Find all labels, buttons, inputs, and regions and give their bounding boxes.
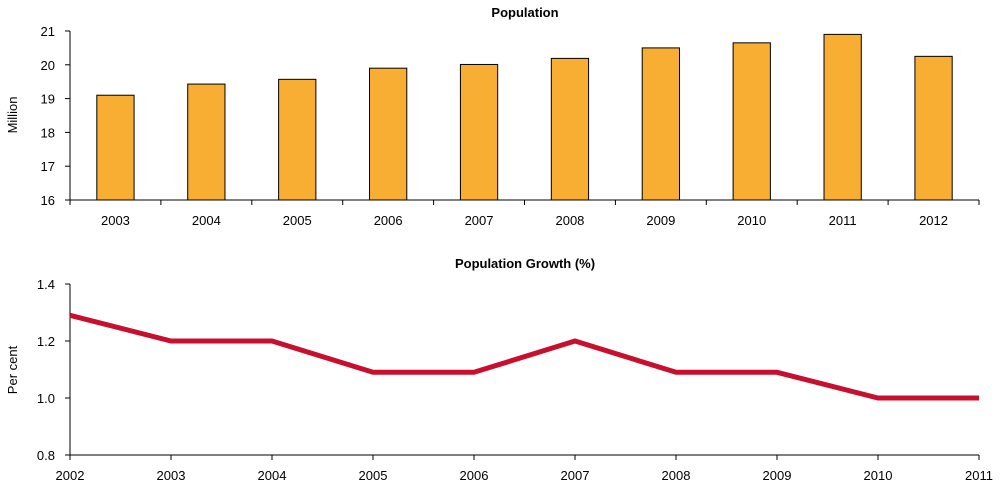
bar [279,79,316,200]
y-axis-title: Million [5,97,20,134]
y-axis-ticks: 16 17 18 19 20 21 [41,24,70,208]
population-growth-line [70,315,979,398]
x-tick-label: 2008 [662,468,691,483]
bar [551,58,588,200]
bar [188,84,225,200]
population-growth-line-chart: Population Growth (%) Per cent 0.8 1.0 1.2… [5,256,993,483]
y-tick-label: 16 [41,193,55,208]
x-tick-label: 2007 [561,468,590,483]
y-tick-label: 1.2 [37,334,55,349]
y-tick-label: 20 [41,58,55,73]
y-axis-ticks: 0.8 1.0 1.2 1.4 [37,277,70,463]
y-tick-label: 1.0 [37,391,55,406]
y-tick-label: 1.4 [37,277,55,292]
bar [97,95,134,200]
y-axis-title: Per cent [5,345,20,394]
y-tick-label: 18 [41,125,55,140]
x-tick-label: 2002 [56,468,85,483]
y-tick-label: 21 [41,24,55,39]
x-tick-label: 2004 [192,213,221,228]
bar [733,43,770,200]
x-tick-label: 2007 [465,213,494,228]
x-tick-label: 2009 [763,468,792,483]
bar [370,68,407,200]
chart-title: Population Growth (%) [455,256,595,271]
x-tick-label: 2005 [283,213,312,228]
x-tick-label: 2008 [555,213,584,228]
y-tick-label: 19 [41,92,55,107]
x-axis-ticks: 2003 2004 2005 2006 2007 2008 2009 2010 2011 2012 [70,200,979,228]
x-tick-label: 2010 [864,468,893,483]
bar [460,64,497,200]
x-tick-label: 2011 [829,213,857,228]
x-tick-label: 2006 [374,213,403,228]
bar [642,48,679,200]
x-tick-label: 2003 [101,213,130,228]
x-axis-ticks: 2002 2003 2004 2005 2006 2007 2008 2009 2010 2011 [56,455,993,483]
x-tick-label: 2004 [258,468,287,483]
x-tick-label: 2011 [965,468,993,483]
line-series [70,315,979,398]
x-tick-label: 2006 [460,468,489,483]
bar [824,34,861,200]
chart-title: Population [491,5,558,20]
bar-series [97,34,952,200]
y-tick-label: 17 [41,159,55,174]
x-tick-label: 2005 [359,468,388,483]
x-tick-label: 2012 [919,213,948,228]
bar [915,56,952,200]
x-tick-label: 2003 [157,468,186,483]
x-tick-label: 2009 [646,213,675,228]
population-bar-chart: Population Million 16 17 18 19 20 21 2003 2004… [5,5,979,228]
x-tick-label: 2010 [737,213,766,228]
y-tick-label: 0.8 [37,448,55,463]
